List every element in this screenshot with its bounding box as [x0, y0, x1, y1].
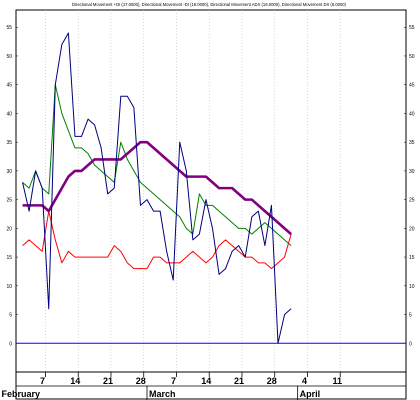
x-tick-label: 14	[70, 376, 80, 386]
y-tick-label-left: 20	[6, 226, 12, 232]
month-label: April	[300, 389, 321, 399]
y-tick-label-left: 45	[6, 83, 12, 89]
series-line-di	[22, 210, 292, 270]
y-tick-label-left: 10	[6, 284, 12, 290]
y-tick-label-right: 15	[409, 255, 415, 261]
x-tick-label: 28	[267, 376, 277, 386]
y-tick-label-left: 35	[6, 140, 12, 146]
y-tick-label-left: 25	[6, 198, 12, 204]
series-line-di	[22, 84, 292, 246]
x-tick-label: 7	[40, 376, 45, 386]
y-tick-label-left: 0	[9, 341, 12, 347]
y-tick-label-right: 20	[409, 226, 415, 232]
y-tick-label-right: 45	[409, 83, 415, 89]
y-tick-label-right: 30	[409, 169, 415, 175]
x-axis: 7 14 21 28 7 14 21 28 4 11 February March April	[1, 371, 407, 400]
y-tick-label-right: 25	[409, 198, 415, 204]
y-tick-label-left: 40	[6, 111, 12, 117]
y-tick-label-left: 50	[6, 54, 12, 60]
y-tick-label-right: 0	[409, 341, 412, 347]
x-tick-label: 11	[332, 376, 342, 386]
x-axis-panel	[15, 371, 407, 400]
x-tick-label: 21	[103, 376, 113, 386]
series-line-dx	[22, 32, 292, 344]
y-tick-label-right: 50	[409, 54, 415, 60]
y-tick-label-left: 5	[9, 313, 12, 319]
month-label: February	[1, 389, 40, 399]
x-tick-label: 21	[234, 376, 244, 386]
y-tick-label-right: 5	[409, 313, 412, 319]
x-tick-label: 14	[201, 376, 211, 386]
y-tick-label-left: 15	[6, 255, 12, 261]
y-tick-label-right: 55	[409, 25, 415, 31]
month-label: March	[149, 389, 176, 399]
y-tick-label-right: 40	[409, 111, 415, 117]
y-tick-label-right: 10	[409, 284, 415, 290]
y-tick-label-right: 35	[409, 140, 415, 146]
x-tick-label: 7	[171, 376, 176, 386]
y-tick-label-left: 30	[6, 169, 12, 175]
y-tick-label-left: 55	[6, 25, 12, 31]
x-tick-label: 4	[302, 376, 307, 386]
series-lines	[22, 32, 292, 344]
x-tick-label: 28	[136, 376, 146, 386]
series-line-adx	[22, 140, 292, 236]
chart-title: Directional Movement +DI (17.0000), Dire…	[72, 2, 347, 7]
